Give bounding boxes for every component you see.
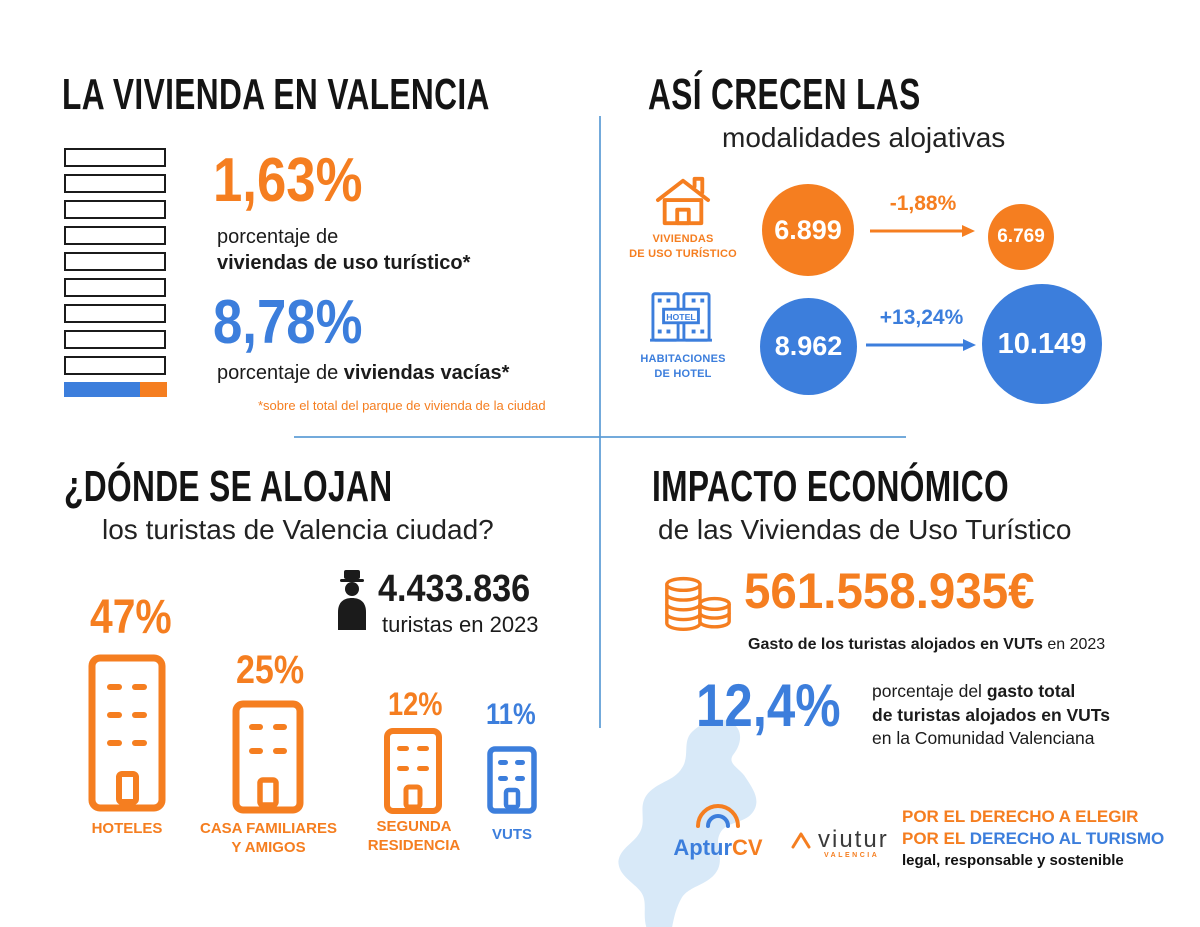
caption-text-bold: viviendas vacías* <box>343 362 510 384</box>
casa-percentage: 25% <box>236 648 305 692</box>
label-line: RESIDENCIA <box>367 836 461 854</box>
apturcv-suffix: CV <box>732 835 763 860</box>
tourist-housing-caption: porcentaje de viviendas de uso turístico… <box>217 224 470 277</box>
label-line: SEGUNDA <box>376 818 452 835</box>
house-icon <box>652 174 714 228</box>
slogan-line-2-prefix: POR EL <box>902 829 970 849</box>
hotel-start-bubble: 8.962 <box>760 298 857 395</box>
vut-spend-share-caption: porcentaje del gasto total de turistas a… <box>872 680 1152 751</box>
housing-stack-row <box>64 174 166 193</box>
growth-subtitle: modalidades alojativas <box>722 122 1006 153</box>
housing-stock-stack <box>64 148 167 397</box>
tourist-icon <box>332 568 372 632</box>
caption-line-bold: de turistas alojados en VUTs <box>872 704 1110 725</box>
tourist-housing-percentage: 1,63% <box>213 146 363 215</box>
valencia-region-map <box>612 718 792 927</box>
vuts-percentage: 11% <box>486 698 536 731</box>
slogan-line-1: POR EL DERECHO A ELEGIR <box>902 807 1139 826</box>
label-line: HABITACIONES <box>640 353 726 365</box>
viutur-name: viutur <box>818 826 889 853</box>
hotel-icon: HOTEL <box>648 286 714 346</box>
impact-title: IMPACTO ECONÓMICO <box>652 462 1009 511</box>
coins-icon <box>660 570 736 634</box>
vacant-housing-percentage: 8,78% <box>213 288 363 357</box>
label-line: HOTELES <box>91 820 163 837</box>
label-line: DE USO TURÍSTICO <box>629 247 737 260</box>
label-line: VUTS <box>491 826 532 843</box>
caption-text: en 2023 <box>1042 636 1106 653</box>
vut-start-bubble: 6.899 <box>762 184 854 276</box>
hotel-row-label: HABITACIONES DE HOTEL <box>620 352 746 382</box>
hoteles-percentage: 47% <box>90 591 172 644</box>
segunda-label: SEGUNDA RESIDENCIA <box>354 818 474 856</box>
caption-text-bold: gasto total <box>986 681 1076 701</box>
housing-stack-row <box>64 252 166 271</box>
segunda-percentage: 12% <box>388 686 443 722</box>
housing-stack-row <box>64 200 166 219</box>
casa-label: CASA FAMILIARES Y AMIGOS <box>196 820 341 858</box>
vuts-label: VUTS <box>462 826 562 845</box>
caption-text: porcentaje del <box>872 681 987 701</box>
tourist-share-bar <box>140 382 167 397</box>
housing-stack-row <box>64 330 166 349</box>
vacant-share-bar <box>64 382 140 397</box>
slogan-line-2-rest: DERECHO AL TURISMO <box>969 829 1165 849</box>
label-line: Y AMIGOS <box>231 838 306 856</box>
slogan-line-3: legal, responsable y sostenible <box>902 851 1124 869</box>
caption-text: porcentaje de <box>217 362 344 384</box>
building-icon-casa <box>232 700 304 814</box>
arrow-right-icon <box>866 338 976 352</box>
building-icon-vuts <box>487 746 537 814</box>
growth-title: ASÍ CRECEN LAS <box>648 70 921 119</box>
impact-subtitle: de las Viviendas de Uso Turístico <box>658 514 1072 545</box>
slogan-block: POR EL DERECHO A ELEGIR POR EL DERECHO A… <box>902 806 1164 871</box>
label-line: VIVIENDAS <box>652 233 714 245</box>
building-icon-hoteles <box>88 654 166 812</box>
apturcv-name: Aptur <box>673 835 733 860</box>
label-line: DE HOTEL <box>654 367 712 380</box>
arrow-right-icon <box>870 224 975 238</box>
caption-line: porcentaje de <box>217 226 339 248</box>
vut-change-badge: -1,88% <box>889 192 957 215</box>
housing-stack-row <box>64 226 166 245</box>
lodging-subtitle: los turistas de Valencia ciudad? <box>102 514 494 545</box>
housing-stack-colored-bar <box>64 382 167 397</box>
housing-footnote: *sobre el total del parque de vivienda d… <box>258 398 546 413</box>
caption-line: en la Comunidad Valenciana <box>872 728 1095 749</box>
caption-text-bold: Gasto de los turistas alojados en VUTs <box>748 636 1043 653</box>
viutur-logo: viutur VALENCIA <box>790 826 889 859</box>
building-icon-segunda <box>384 728 442 814</box>
apturcv-logo: ApturCV <box>658 804 778 861</box>
hotel-end-bubble: 10.149 <box>982 284 1102 404</box>
horizontal-divider <box>294 436 906 438</box>
tourists-total-caption: turistas en 2023 <box>382 612 539 637</box>
vut-spend-caption: Gasto de los turistas alojados en VUTs e… <box>748 636 1105 654</box>
housing-stack-row <box>64 148 166 167</box>
viutur-subtext: VALENCIA <box>824 852 880 859</box>
label-line: CASA FAMILIARES <box>200 820 337 837</box>
vut-spend-share: 12,4% <box>696 672 841 739</box>
lodging-title: ¿DÓNDE SE ALOJAN <box>64 462 393 511</box>
housing-title: LA VIVIENDA EN VALENCIA <box>62 70 490 119</box>
housing-stack-row <box>64 278 166 297</box>
hotel-sign-text: HOTEL <box>666 312 696 322</box>
vacant-housing-caption: porcentaje de viviendas vacías* <box>217 360 509 386</box>
apturcv-mark-icon <box>692 804 744 830</box>
vut-spend-total: 561.558.935€ <box>744 563 1035 619</box>
vut-end-bubble: 6.769 <box>988 204 1054 270</box>
tourists-total: 4.433.836 <box>378 568 531 610</box>
caption-line-bold: viviendas de uso turístico* <box>217 252 471 275</box>
hotel-change-badge: +13,24% <box>879 306 964 329</box>
hoteles-label: HOTELES <box>62 820 192 839</box>
vut-row-label: VIVIENDAS DE USO TURÍSTICO <box>620 232 746 262</box>
vertical-divider <box>599 116 601 728</box>
viutur-mark-icon <box>790 830 812 850</box>
housing-stack-row <box>64 304 166 323</box>
housing-stack-row <box>64 356 166 375</box>
